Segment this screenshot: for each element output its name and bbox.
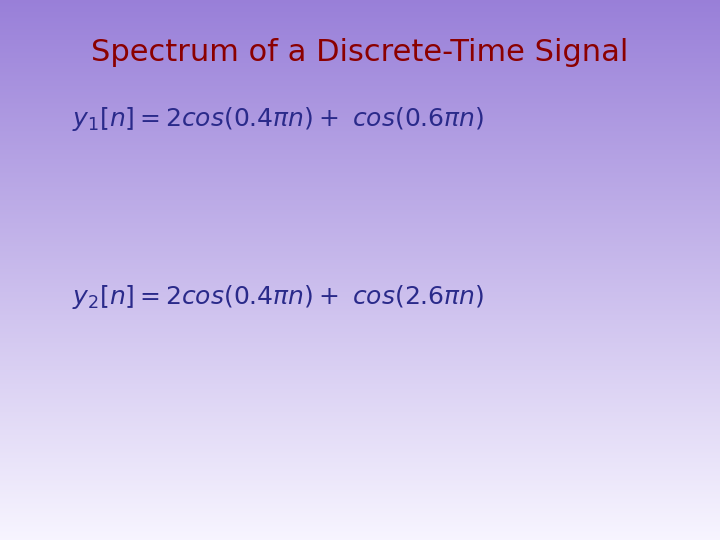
Text: $y_2[n] = 2cos(0.4\pi n)+ \ cos(2.6\pi n)$: $y_2[n] = 2cos(0.4\pi n)+ \ cos(2.6\pi n… bbox=[72, 283, 485, 311]
Text: $y_1[n] = 2cos(0.4\pi n)+ \ cos(0.6\pi n)$: $y_1[n] = 2cos(0.4\pi n)+ \ cos(0.6\pi n… bbox=[72, 105, 485, 133]
Text: Spectrum of a Discrete-Time Signal: Spectrum of a Discrete-Time Signal bbox=[91, 38, 629, 67]
